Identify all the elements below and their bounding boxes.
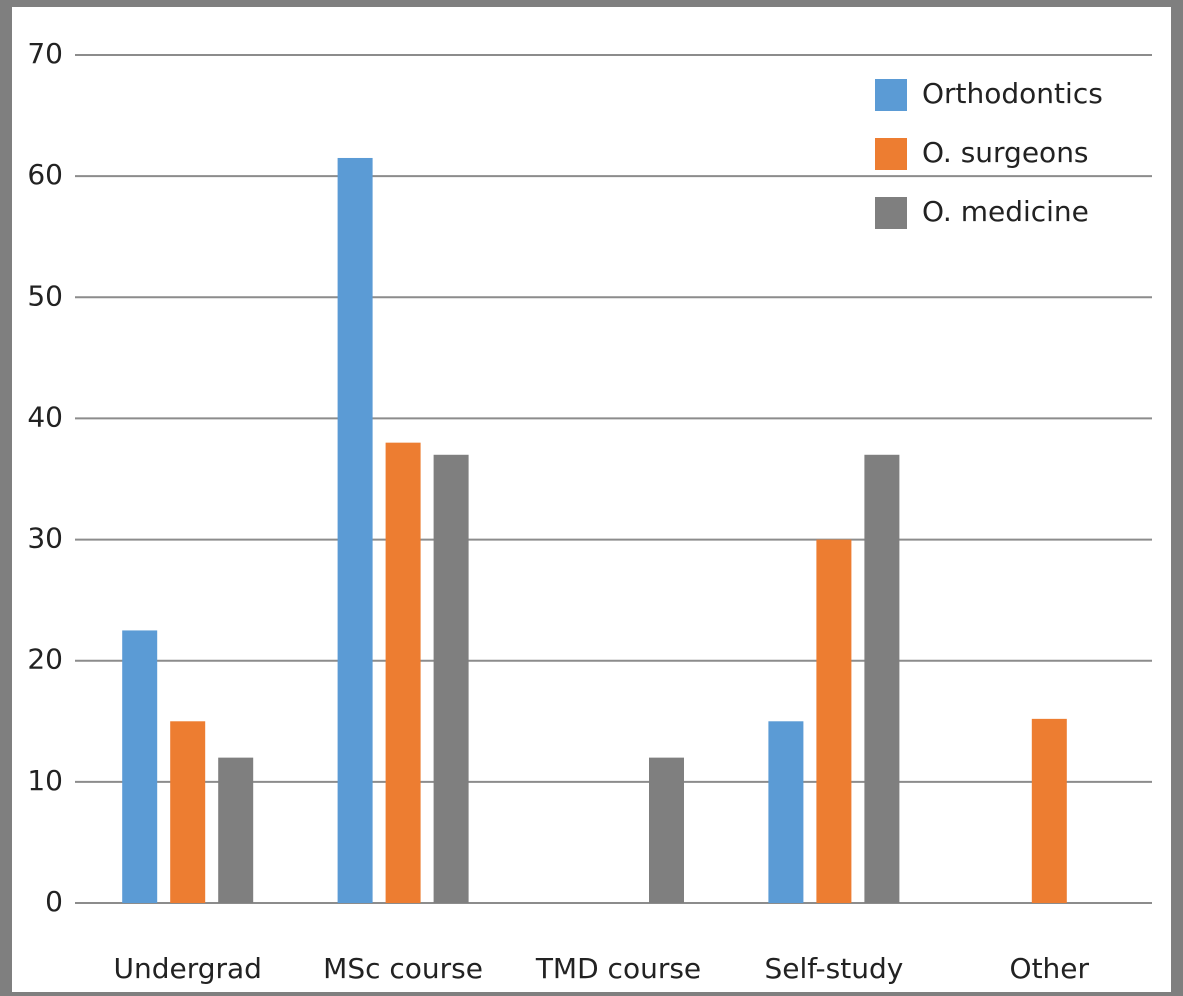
bar (122, 630, 158, 903)
legend-swatch (875, 138, 907, 170)
y-tick-label: 0 (45, 885, 63, 918)
y-tick-label: 70 (27, 37, 63, 70)
x-tick-label: Undergrad (113, 952, 261, 985)
x-tick-label: MSc course (323, 952, 483, 985)
bar (337, 157, 373, 903)
bar (649, 757, 684, 903)
x-tick-label: TMD course (535, 952, 701, 985)
y-tick-label: 10 (27, 764, 63, 797)
bar (170, 721, 206, 903)
legend-swatch (875, 79, 907, 111)
legend-swatch (875, 197, 907, 229)
y-tick-label: 30 (27, 522, 63, 555)
bar (816, 539, 852, 903)
y-tick-label: 60 (27, 158, 63, 191)
legend-label: O. surgeons (922, 136, 1089, 169)
y-tick-label: 20 (27, 643, 63, 676)
bar (768, 721, 804, 903)
legend-label: O. medicine (922, 195, 1089, 228)
bar (385, 442, 421, 903)
y-tick-label: 40 (27, 400, 63, 433)
bar (218, 757, 254, 903)
x-tick-label: Other (1010, 952, 1090, 985)
bar (433, 454, 469, 903)
bar (864, 454, 900, 903)
legend-label: Orthodontics (922, 77, 1103, 110)
x-tick-label: Self-study (764, 952, 903, 985)
y-tick-label: 50 (27, 279, 63, 312)
bar (1031, 718, 1067, 903)
